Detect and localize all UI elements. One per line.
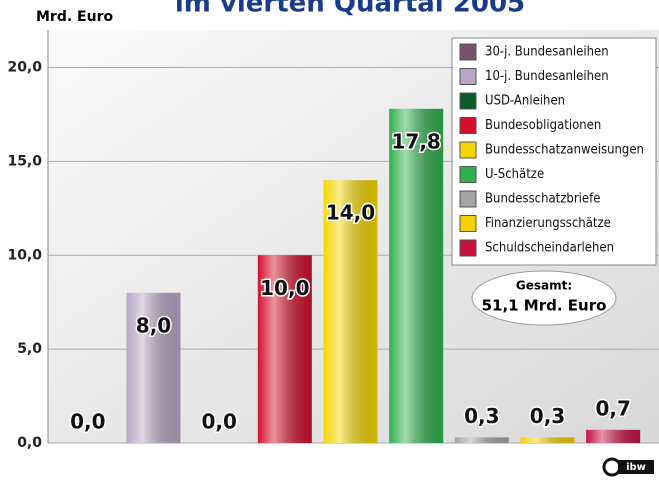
legend-label: 30-j. Bundesanleihen: [485, 45, 609, 60]
bar-shine: [454, 437, 509, 443]
value-label: 17,8: [391, 129, 440, 153]
legend-label: Finanzierungsschätze: [485, 216, 611, 231]
legend-label: U-Schätze: [485, 167, 544, 182]
value-label: 10,0: [260, 276, 309, 300]
chart-title: im vierten Quartal 2005: [175, 0, 525, 19]
bar-shine: [586, 429, 641, 443]
y-tick-label: 5,0: [17, 341, 42, 357]
value-label: 0,3: [530, 404, 565, 428]
legend-label: Bundesobligationen: [485, 118, 601, 133]
y-tick-label: 20,0: [7, 60, 42, 76]
legend-swatch: [459, 68, 477, 85]
value-label: 0,3: [464, 404, 499, 428]
legend-swatch: [459, 117, 477, 134]
legend-swatch: [459, 166, 477, 183]
value-label: 0,7: [595, 396, 630, 420]
legend-box: [451, 37, 657, 266]
annotation-text: 51,1 Mrd. Euro: [482, 297, 607, 315]
logo-text: ibw: [626, 462, 646, 473]
value-label: 14,0: [326, 201, 375, 225]
legend-swatch: [459, 239, 477, 257]
value-label: 0,0: [201, 410, 236, 434]
bar-shine: [257, 255, 312, 443]
legend-label: Schuldscheindarlehen: [485, 241, 614, 256]
annotation-bubble: [471, 270, 617, 326]
legend-label: Bundesschatzanweisungen: [485, 143, 644, 158]
bar-shine: [126, 292, 181, 443]
value-label: 8,0: [136, 313, 171, 337]
legend-swatch: [459, 215, 477, 232]
bar-shine: [389, 108, 444, 443]
legend-swatch: [459, 92, 477, 110]
y-axis-label: Mrd. Euro: [36, 9, 113, 25]
bar-shine: [323, 180, 378, 443]
annotation-title: Gesamt:: [516, 279, 572, 293]
bar-shine: [520, 437, 575, 443]
y-tick-label: 0,0: [17, 435, 42, 451]
value-label: 0,0: [70, 410, 105, 434]
legend-swatch: [459, 43, 477, 61]
y-tick-label: 15,0: [7, 153, 42, 169]
y-tick-label: 10,0: [7, 247, 42, 263]
legend-label: Bundesschatzbriefe: [485, 192, 600, 207]
legend-label: 10-j. Bundesanleihen: [485, 69, 609, 84]
legend-label: USD-Anleihen: [485, 94, 565, 109]
legend-swatch: [459, 141, 477, 159]
legend-swatch: [459, 190, 477, 208]
logo: ibw: [602, 457, 654, 477]
